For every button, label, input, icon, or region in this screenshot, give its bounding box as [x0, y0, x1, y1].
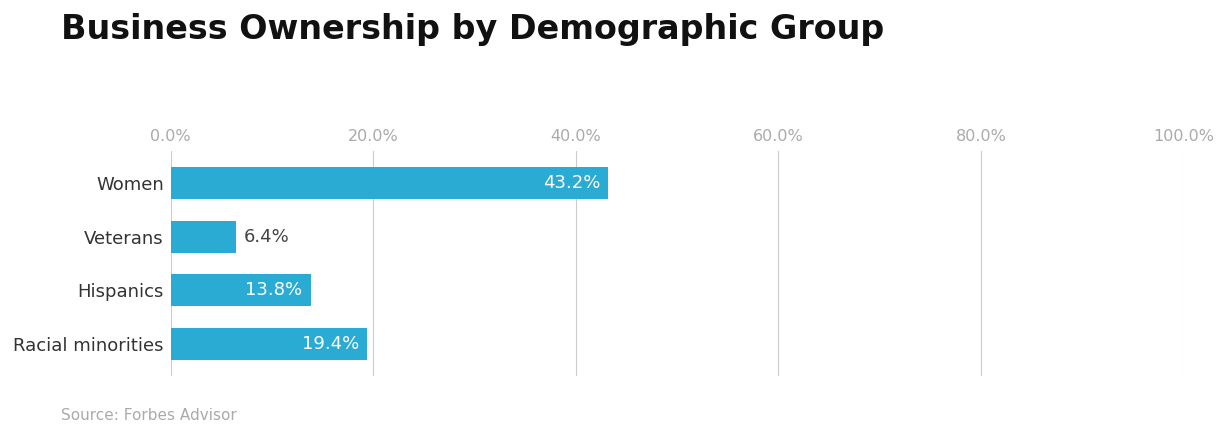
- Text: 43.2%: 43.2%: [543, 174, 600, 192]
- Text: 13.8%: 13.8%: [245, 281, 303, 299]
- Text: Business Ownership by Demographic Group: Business Ownership by Demographic Group: [61, 13, 884, 46]
- Text: 6.4%: 6.4%: [244, 228, 289, 246]
- Text: 19.4%: 19.4%: [301, 335, 359, 353]
- Bar: [171, 274, 311, 306]
- Text: Source: Forbes Advisor: Source: Forbes Advisor: [61, 408, 237, 423]
- Bar: [171, 221, 235, 253]
- Bar: [171, 167, 609, 199]
- Bar: [171, 328, 367, 360]
